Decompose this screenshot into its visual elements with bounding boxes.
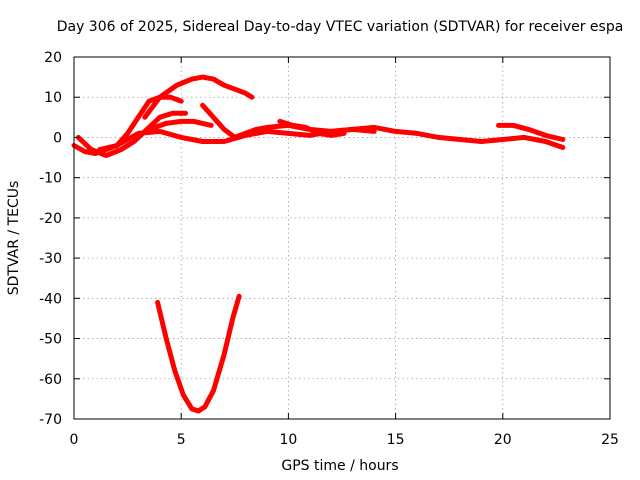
grid-lines	[74, 57, 610, 419]
series-arc-8	[496, 122, 566, 142]
plot-frame	[73, 56, 611, 420]
series-arc-3	[142, 74, 255, 120]
x-tick-label: 25	[601, 432, 619, 448]
y-axis-label: SDTVAR / TECUs	[6, 181, 22, 296]
x-tick-label: 20	[494, 432, 512, 448]
x-tick-label: 15	[387, 432, 405, 448]
series-arc-7	[277, 118, 347, 138]
axis-ticks	[73, 56, 611, 420]
series-arc-6	[200, 102, 377, 140]
series-arc-4	[146, 118, 214, 132]
y-tick-label: -60	[39, 372, 62, 388]
series-arc-2	[75, 110, 188, 158]
y-tick-label: -30	[39, 251, 62, 267]
series-arc-9	[155, 293, 242, 414]
y-tick-label: -10	[39, 171, 62, 187]
y-tick-labels: -70 -60 -50 -40 -30 -20 -10 0 10 20	[39, 50, 62, 428]
y-tick-label: -40	[39, 291, 62, 307]
y-tick-label: 0	[53, 130, 62, 146]
y-tick-label: 10	[44, 90, 62, 106]
y-tick-label: -70	[39, 412, 62, 428]
x-tick-label: 0	[70, 432, 79, 448]
y-tick-label: 20	[44, 50, 62, 66]
x-axis-label: GPS time / hours	[281, 458, 398, 474]
y-tick-label: -50	[39, 332, 62, 348]
x-tick-label: 10	[279, 432, 297, 448]
data-series	[71, 74, 566, 414]
y-tick-label: -20	[39, 211, 62, 227]
x-tick-labels: 0 5 10 15 20 25	[70, 432, 619, 448]
x-tick-label: 5	[177, 432, 186, 448]
chart-title: Day 306 of 2025, Sidereal Day-to-day VTE…	[57, 19, 624, 35]
